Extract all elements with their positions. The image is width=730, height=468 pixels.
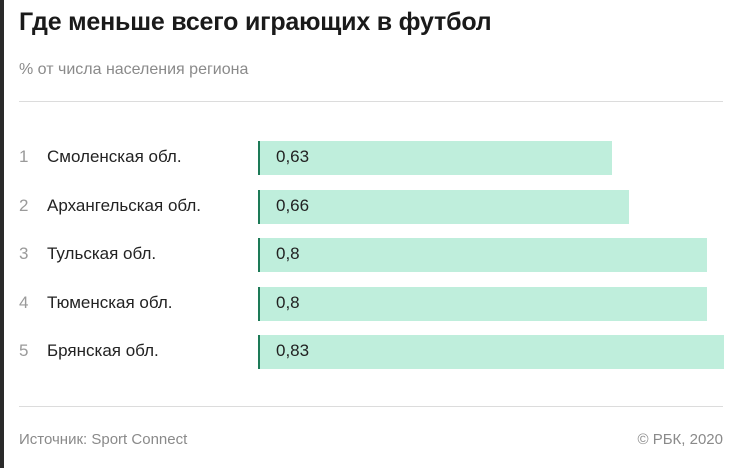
data-label: 0,63 bbox=[276, 147, 310, 166]
data-label: 0,66 bbox=[276, 195, 310, 215]
chart-title: Где меньше всего играющих в футбол bbox=[19, 8, 492, 36]
category-label: Смоленская обл. bbox=[47, 147, 182, 166]
data-label: 0,83 bbox=[276, 341, 310, 360]
category-label: Тульская обл. bbox=[47, 244, 157, 263]
rank-label: 2 bbox=[19, 195, 29, 215]
bottom-divider bbox=[19, 406, 723, 407]
rank-label: 1 bbox=[19, 147, 29, 166]
rank-label: 4 bbox=[19, 292, 29, 312]
data-label: 0,8 bbox=[276, 292, 300, 312]
bar-row: 1 Смоленская обл. 0,63 bbox=[0, 141, 730, 175]
copyright-note: © РБК, 2020 bbox=[637, 431, 723, 448]
data-label: 0,8 bbox=[276, 244, 300, 263]
left-accent-rule bbox=[0, 0, 4, 468]
rank-label: 3 bbox=[19, 244, 29, 263]
category-label: Брянская обл. bbox=[47, 341, 159, 360]
bar bbox=[258, 141, 612, 175]
bar-row: 4 Тюменская обл. 0,8 bbox=[0, 286, 730, 321]
source-note: Источник: Sport Connect bbox=[19, 431, 188, 448]
bar bbox=[258, 335, 724, 369]
bar-row: 2 Архангельская обл. 0,66 bbox=[0, 189, 730, 224]
chart-subtitle: % от числа населения региона bbox=[19, 61, 249, 78]
bar bbox=[258, 286, 707, 321]
bar bbox=[258, 189, 629, 224]
bar bbox=[258, 238, 707, 272]
rank-label: 5 bbox=[19, 341, 29, 360]
bar-row: 5 Брянская обл. 0,83 bbox=[0, 335, 730, 369]
bar-row: 3 Тульская обл. 0,8 bbox=[0, 238, 730, 272]
category-label: Тюменская обл. bbox=[47, 292, 173, 312]
category-label: Архангельская обл. bbox=[47, 195, 202, 215]
top-divider bbox=[19, 101, 723, 102]
